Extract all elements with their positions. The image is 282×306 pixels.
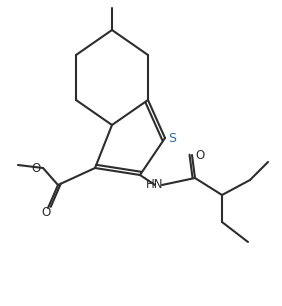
Text: S: S [168,132,176,144]
Text: O: O [32,162,41,174]
Text: O: O [195,148,204,162]
Text: HN: HN [146,178,164,192]
Text: O: O [41,206,51,219]
